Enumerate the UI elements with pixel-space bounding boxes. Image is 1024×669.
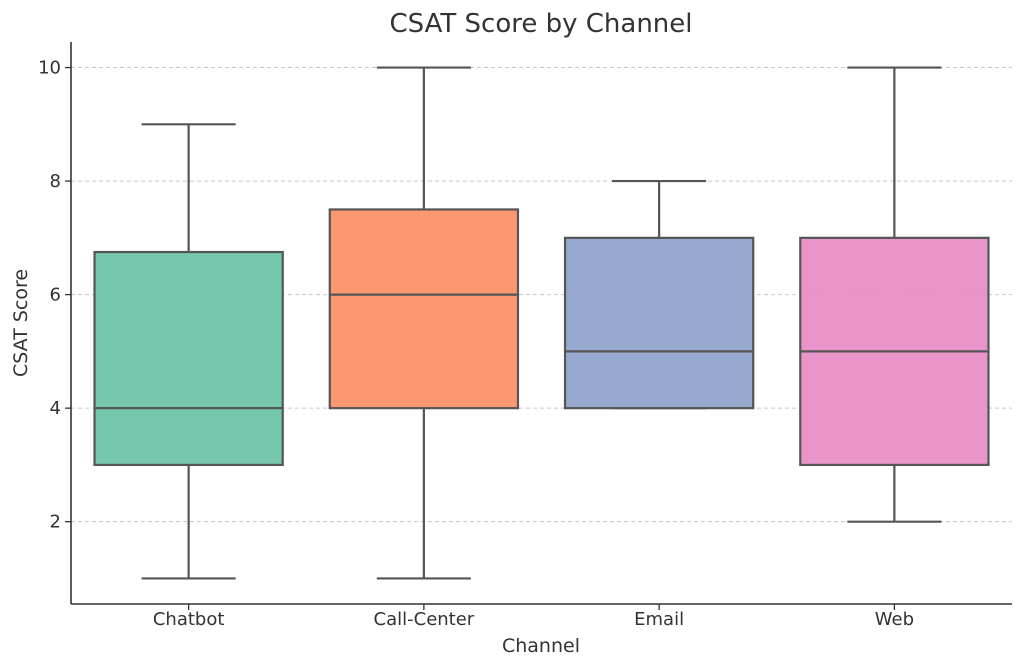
y-tick-label-4: 4 <box>50 398 61 419</box>
box-email <box>563 179 755 410</box>
iqr-box-email <box>563 236 755 410</box>
x-tick-label-email: Email <box>634 609 684 630</box>
y-tick-label-6: 6 <box>50 285 61 306</box>
box-chatbot <box>93 123 284 580</box>
y-tick-label-8: 8 <box>50 171 61 192</box>
x-tick-label-web: Web <box>875 609 914 630</box>
axes: 2 4 6 8 10 Chatbot Call-Center Email Web <box>38 42 1012 630</box>
y-axis-label: CSAT Score <box>10 269 32 377</box>
iqr-box-chatbot <box>93 250 284 467</box>
chart-title: CSAT Score by Channel <box>389 9 692 39</box>
x-axis-label: Channel <box>502 635 580 657</box>
x-tick-label-chatbot: Chatbot <box>153 609 225 630</box>
box-call-center <box>328 66 520 580</box>
y-tick-label-10: 10 <box>38 58 61 79</box>
boxes <box>93 66 990 580</box>
box-web <box>799 66 990 523</box>
x-tick-label-call-center: Call-Center <box>374 609 475 630</box>
iqr-box-call-center <box>328 208 520 410</box>
y-tick-label-2: 2 <box>50 512 61 533</box>
